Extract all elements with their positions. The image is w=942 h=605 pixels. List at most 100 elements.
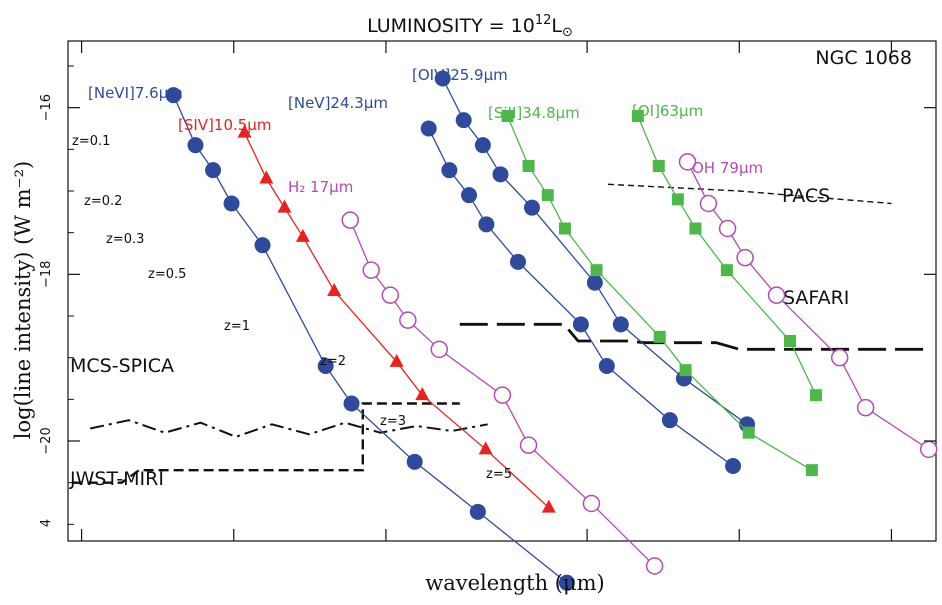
data-point-oh-79-m — [856, 398, 875, 417]
data-point-oh-79-m — [699, 194, 718, 213]
data-point-siii-34-8-m — [522, 160, 535, 172]
data-point-siv-10-5-m — [237, 124, 252, 138]
corner-label: NGC 1068 — [815, 47, 912, 69]
series-label: OH 79μm — [692, 159, 763, 177]
data-point-siii-34-8-m — [558, 222, 571, 235]
data-point-oiv-25-9-m — [492, 166, 509, 183]
series-label: [OIV]25.9μm — [412, 66, 508, 84]
data-point-h-17-m — [645, 557, 664, 575]
data-point-oiv-25-9-m — [586, 274, 603, 291]
data-point-siv-10-5-m — [478, 441, 493, 455]
y-axis-label: log(line intensity) (W m⁻²) — [11, 161, 35, 439]
data-point-nevi-7-6-m — [205, 162, 222, 179]
data-point-nevi-7-6-m — [223, 195, 240, 212]
instrument-label: PACS — [782, 185, 830, 207]
series-line-oiv-25-9-m — [442, 78, 748, 425]
data-point-siv-10-5-m — [295, 228, 310, 242]
data-point-siii-34-8-m — [742, 426, 755, 439]
y-tick-label: −16 — [39, 94, 54, 121]
data-point-oh-79-m — [767, 286, 786, 304]
data-point-siv-10-5-m — [389, 353, 404, 367]
series-line-nevi-7-6-m — [172, 94, 568, 584]
data-point-h-17-m — [493, 386, 512, 404]
data-point-siv-10-5-m — [541, 499, 556, 513]
series-labels: [NeVI]7.6μm [SIV]10.5μm H₂ 17μm [NeV]24.3μm… — [88, 66, 763, 196]
series-line-oi-63-m — [637, 115, 817, 396]
data-point-siii-34-8-m — [679, 364, 692, 377]
data-point-nev-24-3-m — [420, 120, 437, 137]
series-label: [SIV]10.5μm — [178, 116, 271, 134]
data-point-h-17-m — [381, 286, 400, 304]
data-point-oi-63-m — [689, 222, 702, 235]
data-point-nevi-7-6-m — [558, 574, 575, 591]
data-point-h-17-m — [430, 340, 449, 359]
data-point-nev-24-3-m — [461, 187, 478, 204]
data-point-oiv-25-9-m — [523, 199, 540, 216]
data-point-nev-24-3-m — [510, 253, 527, 270]
series-group — [165, 70, 938, 591]
redshift-label: z=3 — [380, 414, 406, 429]
redshift-label: z=5 — [486, 467, 512, 482]
data-point-nev-24-3-m — [478, 216, 495, 233]
data-point-oiv-25-9-m — [612, 316, 629, 333]
data-point-nevi-7-6-m — [165, 87, 182, 104]
data-point-oi-63-m — [809, 389, 822, 402]
data-point-h-17-m — [341, 211, 360, 229]
instrument-label: SAFARI — [783, 287, 849, 309]
sensitivity-pacs — [607, 183, 892, 205]
series-label: [NeV]24.3μm — [288, 94, 388, 112]
y-tick-label: −18 — [39, 261, 54, 288]
data-point-siii-34-8-m — [541, 189, 554, 202]
data-point-siii-34-8-m — [590, 264, 603, 277]
sensitivity-mcs-spica — [89, 419, 488, 438]
data-point-oh-79-m — [678, 153, 697, 171]
chart-title: LUMINOSITY = 1012L⊙ — [367, 13, 573, 40]
redshift-label: z=0.2 — [84, 194, 122, 209]
data-point-oh-79-m — [919, 440, 938, 459]
plot-frame — [67, 40, 937, 542]
data-point-siv-10-5-m — [259, 170, 274, 184]
redshift-label: z=1 — [224, 319, 250, 334]
data-point-nevi-7-6-m — [406, 453, 423, 470]
data-point-siii-34-8-m — [805, 464, 818, 477]
data-point-siii-34-8-m — [501, 110, 514, 122]
data-point-nevi-7-6-m — [254, 237, 271, 254]
sensitivity-jwst-miri — [72, 402, 460, 484]
series-label: [NeVI]7.6μm — [88, 84, 183, 102]
data-point-oi-63-m — [784, 335, 797, 347]
data-point-oi-63-m — [652, 160, 665, 172]
data-point-siii-34-8-m — [653, 330, 666, 343]
data-point-nev-24-3-m — [725, 458, 742, 474]
series-label: [SiII]34.8μm — [488, 104, 580, 122]
series-line-nev-24-3-m — [428, 128, 734, 467]
data-point-nevi-7-6-m — [469, 503, 486, 520]
redshift-label: z=0.5 — [148, 267, 186, 282]
data-point-h-17-m — [399, 311, 417, 329]
data-point-oh-79-m — [718, 219, 737, 238]
data-point-siv-10-5-m — [415, 387, 430, 401]
data-point-oiv-25-9-m — [434, 70, 451, 87]
data-point-nev-24-3-m — [598, 358, 615, 374]
instrument-label: JWST-MIRI — [69, 468, 164, 490]
redshift-labels: z=0.1 z=0.2 z=0.3 z=0.5 z=1 z=2 z=3 z=5 — [72, 134, 512, 482]
series-label: H₂ 17μm — [288, 178, 353, 196]
data-point-oh-79-m — [830, 348, 849, 367]
data-point-nevi-7-6-m — [343, 395, 360, 412]
data-point-nev-24-3-m — [441, 162, 458, 179]
redshift-label: z=0.1 — [72, 134, 110, 149]
data-point-siv-10-5-m — [327, 283, 342, 296]
data-point-nevi-7-6-m — [187, 137, 204, 154]
axis-ticks: −16 −18 −20 4 — [39, 41, 936, 541]
data-point-siv-10-5-m — [277, 199, 292, 213]
sensitivity-safari — [459, 322, 932, 351]
data-point-oi-63-m — [671, 193, 684, 206]
series-label: [OI]63μm — [632, 102, 703, 120]
data-point-h-17-m — [362, 261, 380, 279]
redshift-label: z=0.3 — [106, 232, 144, 247]
y-tick-label: −20 — [39, 427, 54, 454]
data-point-nev-24-3-m — [572, 316, 589, 333]
data-point-oiv-25-9-m — [455, 112, 472, 129]
data-point-oiv-25-9-m — [474, 137, 491, 154]
data-point-nev-24-3-m — [661, 412, 678, 429]
data-point-oh-79-m — [736, 248, 754, 267]
